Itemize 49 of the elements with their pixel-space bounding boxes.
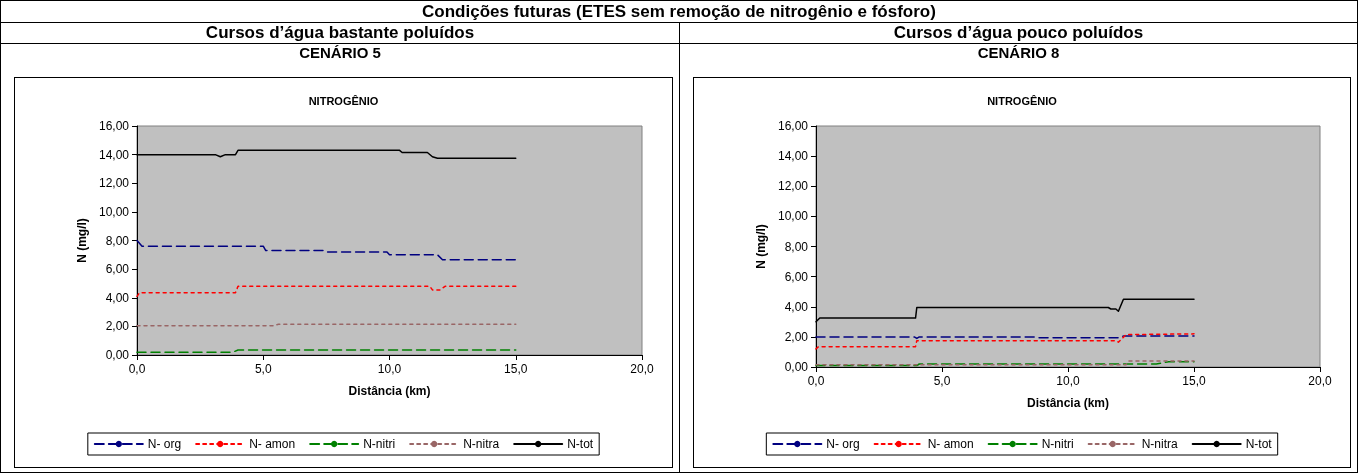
legend-label: N-nitra xyxy=(1141,437,1178,451)
y-tick-label: 6,00 xyxy=(105,262,130,277)
y-tick-label: 8,00 xyxy=(784,239,809,254)
y-tick-label: 0,00 xyxy=(105,348,130,362)
text: CENÁRIO 5 xyxy=(298,44,382,62)
text: CENÁRIO 8 xyxy=(976,44,1061,62)
legend-label: N- org xyxy=(147,437,182,451)
legend-label: N-tot xyxy=(1245,437,1273,451)
y-axis-title: N (mg/l) xyxy=(75,218,90,263)
x-tick-label: 15,0 xyxy=(504,362,528,376)
legend-label: N- org xyxy=(826,437,860,451)
y-tick-label: 14,00 xyxy=(777,149,809,164)
y-tick-label: 4,00 xyxy=(105,290,130,305)
chart-title: NITROGÊNIO xyxy=(987,94,1058,107)
x-axis-title: Distância (km) xyxy=(1026,396,1110,410)
x-tick-label: 0,0 xyxy=(807,374,825,388)
x-tick-label: 20,0 xyxy=(1308,374,1332,388)
y-tick-label: 16,00 xyxy=(98,119,130,133)
text: Cursos d’água pouco poluídos xyxy=(680,23,1357,44)
y-tick-label: 2,00 xyxy=(784,329,809,344)
text: Condições futuras (ETES sem remoção de nitrogênio e fósforo) xyxy=(1,1,1357,23)
y-tick-label: 2,00 xyxy=(105,319,130,334)
x-tick-label: 20,0 xyxy=(630,362,654,376)
y-tick-label: 8,00 xyxy=(105,233,130,248)
y-tick-label: 4,00 xyxy=(784,299,809,314)
y-tick-label: 12,00 xyxy=(98,176,130,191)
legend-label: N-tot xyxy=(567,437,594,451)
legend-label: N-nitri xyxy=(363,437,396,451)
legend-label: N-nitra xyxy=(463,437,500,451)
y-tick-label: 10,00 xyxy=(98,204,130,219)
y-tick-label: 0,00 xyxy=(784,360,809,374)
y-tick-label: 12,00 xyxy=(777,179,809,194)
y-axis-title: N (mg/l) xyxy=(754,224,769,269)
y-tick-label: 16,00 xyxy=(777,119,809,133)
x-tick-label: 0,0 xyxy=(128,362,146,376)
x-tick-label: 5,0 xyxy=(254,362,272,376)
legend-label: N- amon xyxy=(249,437,296,451)
x-tick-label: 10,0 xyxy=(1056,374,1080,388)
x-tick-label: 5,0 xyxy=(933,374,951,388)
legend-label: N- amon xyxy=(927,437,974,451)
y-tick-label: 14,00 xyxy=(98,147,130,162)
text: Cursos d’água bastante poluídos xyxy=(1,23,679,44)
legend-label: N-nitri xyxy=(1041,437,1074,451)
x-tick-label: 15,0 xyxy=(1182,374,1206,388)
x-axis-title: Distância (km) xyxy=(348,384,431,398)
chart-title: NITROGÊNIO xyxy=(308,94,379,107)
y-tick-label: 6,00 xyxy=(784,269,809,284)
x-tick-label: 10,0 xyxy=(377,362,402,376)
y-tick-label: 10,00 xyxy=(777,209,809,224)
